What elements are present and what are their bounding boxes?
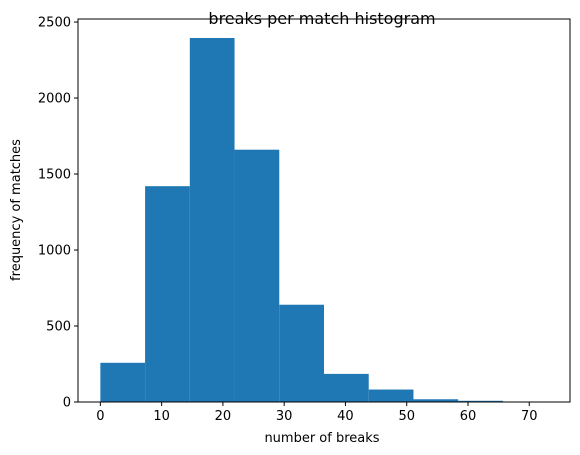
x-axis-ticks: 0 10 20 30 40 50 60 70 — [96, 402, 538, 424]
histogram-bar — [145, 186, 190, 402]
x-tick-label: 10 — [153, 409, 170, 424]
x-tick-label: 50 — [398, 409, 415, 424]
y-tick-label: 0 — [63, 396, 71, 411]
histogram-bar — [458, 400, 503, 402]
plot-frame — [77, 18, 571, 403]
histogram-bar — [368, 389, 414, 402]
y-axis-label: frequency of matches — [9, 139, 24, 281]
y-tick-label: 2000 — [38, 92, 71, 107]
histogram-bar — [234, 149, 280, 402]
x-tick-label: 20 — [215, 409, 232, 424]
histogram-bar — [100, 362, 146, 402]
y-tick-label: 1000 — [38, 244, 71, 259]
x-tick-label: 60 — [460, 409, 477, 424]
histogram-bar — [279, 304, 324, 402]
y-tick-label: 500 — [46, 320, 71, 335]
histogram-bar — [324, 373, 369, 402]
y-tick-label: 1500 — [38, 168, 71, 183]
histogram-bar — [413, 399, 459, 402]
histogram-bar — [189, 37, 235, 402]
x-axis-label: number of breaks — [264, 431, 379, 446]
x-tick-label: 40 — [337, 409, 354, 424]
y-tick-label: 2500 — [38, 16, 71, 31]
bars-group — [100, 37, 548, 402]
x-tick-label: 30 — [276, 409, 293, 424]
x-tick-label: 0 — [96, 409, 104, 424]
x-tick-label: 70 — [521, 409, 538, 424]
y-axis-ticks: 0 500 1000 1500 2000 2500 — [38, 16, 78, 411]
